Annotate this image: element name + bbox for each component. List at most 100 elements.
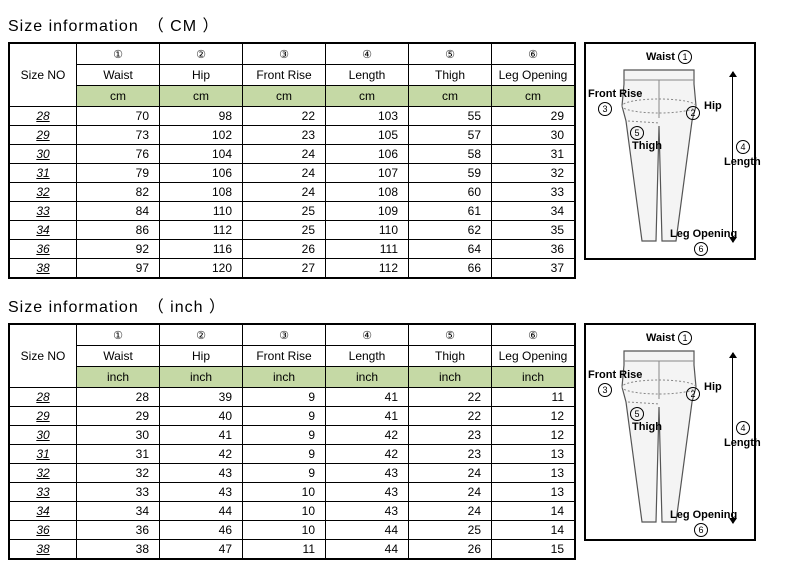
- data-cell: 98: [160, 107, 243, 126]
- data-cell: 110: [326, 221, 409, 240]
- data-cell: 13: [492, 464, 576, 483]
- data-cell: 23: [243, 126, 326, 145]
- col-unit: cm: [409, 86, 492, 107]
- waist-label: Waist 1: [646, 331, 692, 345]
- table-row: 3282108241086033: [9, 183, 575, 202]
- col-label: Front Rise: [243, 65, 326, 86]
- table-row: 3897120271126637: [9, 259, 575, 279]
- table-row: 36364610442514: [9, 521, 575, 540]
- data-cell: 35: [492, 221, 576, 240]
- data-cell: 37: [492, 259, 576, 279]
- col-unit: inch: [492, 367, 576, 388]
- data-cell: 44: [326, 521, 409, 540]
- data-cell: 34: [77, 502, 160, 521]
- data-cell: 10: [243, 483, 326, 502]
- data-cell: 106: [160, 164, 243, 183]
- col-unit: inch: [409, 367, 492, 388]
- data-cell: 24: [409, 483, 492, 502]
- data-cell: 23: [409, 445, 492, 464]
- leg-opening-label: Leg Opening: [670, 228, 737, 240]
- data-cell: 9: [243, 388, 326, 407]
- data-cell: 41: [160, 426, 243, 445]
- table-row: 2929409412212: [9, 407, 575, 426]
- col-unit: cm: [326, 86, 409, 107]
- data-cell: 13: [492, 445, 576, 464]
- hip-label: Hip: [704, 100, 722, 112]
- data-cell: 103: [326, 107, 409, 126]
- data-cell: 25: [409, 521, 492, 540]
- table-row: 2973102231055730: [9, 126, 575, 145]
- data-cell: 12: [492, 407, 576, 426]
- data-cell: 30: [77, 426, 160, 445]
- table-row: 3232439432413: [9, 464, 575, 483]
- length-num: 4: [736, 140, 750, 154]
- data-cell: 79: [77, 164, 160, 183]
- data-cell: 10: [243, 502, 326, 521]
- section-title: Size information （ CM ）: [8, 12, 792, 36]
- data-cell: 14: [492, 502, 576, 521]
- data-cell: 70: [77, 107, 160, 126]
- col-unit: cm: [243, 86, 326, 107]
- col-unit: inch: [160, 367, 243, 388]
- thigh-num: 5: [630, 126, 644, 140]
- leg-opening-num: 6: [694, 242, 708, 256]
- data-cell: 57: [409, 126, 492, 145]
- data-cell: 27: [243, 259, 326, 279]
- data-cell: 92: [77, 240, 160, 259]
- leg-opening-num: 6: [694, 523, 708, 537]
- data-cell: 47: [160, 540, 243, 560]
- length-label: Length: [724, 437, 761, 449]
- sizeno-header: Size NO: [9, 43, 77, 107]
- data-cell: 24: [409, 502, 492, 521]
- table-row: 34344410432414: [9, 502, 575, 521]
- data-cell: 28: [77, 388, 160, 407]
- data-cell: 26: [409, 540, 492, 560]
- col-num: ⑥: [492, 324, 576, 346]
- data-cell: 15: [492, 540, 576, 560]
- data-cell: 24: [243, 145, 326, 164]
- table-row: 3692116261116436: [9, 240, 575, 259]
- table-row: 3384110251096134: [9, 202, 575, 221]
- data-cell: 42: [160, 445, 243, 464]
- pants-diagram: Waist 1 Front Rise 3 Hip 2 5 Thigh 4 Len…: [584, 42, 756, 260]
- table-row: 3179106241075932: [9, 164, 575, 183]
- data-cell: 36: [77, 521, 160, 540]
- waist-label: Waist 1: [646, 50, 692, 64]
- size-cell: 30: [9, 426, 77, 445]
- data-cell: 73: [77, 126, 160, 145]
- size-cell: 38: [9, 259, 77, 279]
- section-title: Size information （ inch ）: [8, 293, 792, 317]
- col-label: Hip: [160, 65, 243, 86]
- size-cell: 30: [9, 145, 77, 164]
- hip-num: 2: [686, 106, 700, 120]
- col-unit: inch: [326, 367, 409, 388]
- col-label: Waist: [77, 65, 160, 86]
- data-cell: 44: [160, 502, 243, 521]
- size-cell: 28: [9, 388, 77, 407]
- data-cell: 108: [160, 183, 243, 202]
- col-label: Length: [326, 346, 409, 367]
- size-table: Size NO①②③④⑤⑥WaistHipFront RiseLengthThi…: [8, 323, 576, 560]
- col-label: Thigh: [409, 65, 492, 86]
- front-rise-num: 3: [598, 102, 612, 116]
- col-label: Hip: [160, 346, 243, 367]
- data-cell: 105: [326, 126, 409, 145]
- data-cell: 82: [77, 183, 160, 202]
- data-cell: 24: [409, 464, 492, 483]
- table-row: 3486112251106235: [9, 221, 575, 240]
- col-label: Front Rise: [243, 346, 326, 367]
- data-cell: 41: [326, 388, 409, 407]
- size-cell: 32: [9, 183, 77, 202]
- size-cell: 29: [9, 126, 77, 145]
- data-cell: 55: [409, 107, 492, 126]
- col-num: ②: [160, 324, 243, 346]
- size-table: Size NO①②③④⑤⑥WaistHipFront RiseLengthThi…: [8, 42, 576, 279]
- data-cell: 9: [243, 426, 326, 445]
- data-cell: 43: [160, 483, 243, 502]
- data-cell: 9: [243, 464, 326, 483]
- data-cell: 33: [492, 183, 576, 202]
- data-cell: 32: [492, 164, 576, 183]
- col-num: ⑤: [409, 43, 492, 65]
- size-cell: 28: [9, 107, 77, 126]
- table-row: 3131429422313: [9, 445, 575, 464]
